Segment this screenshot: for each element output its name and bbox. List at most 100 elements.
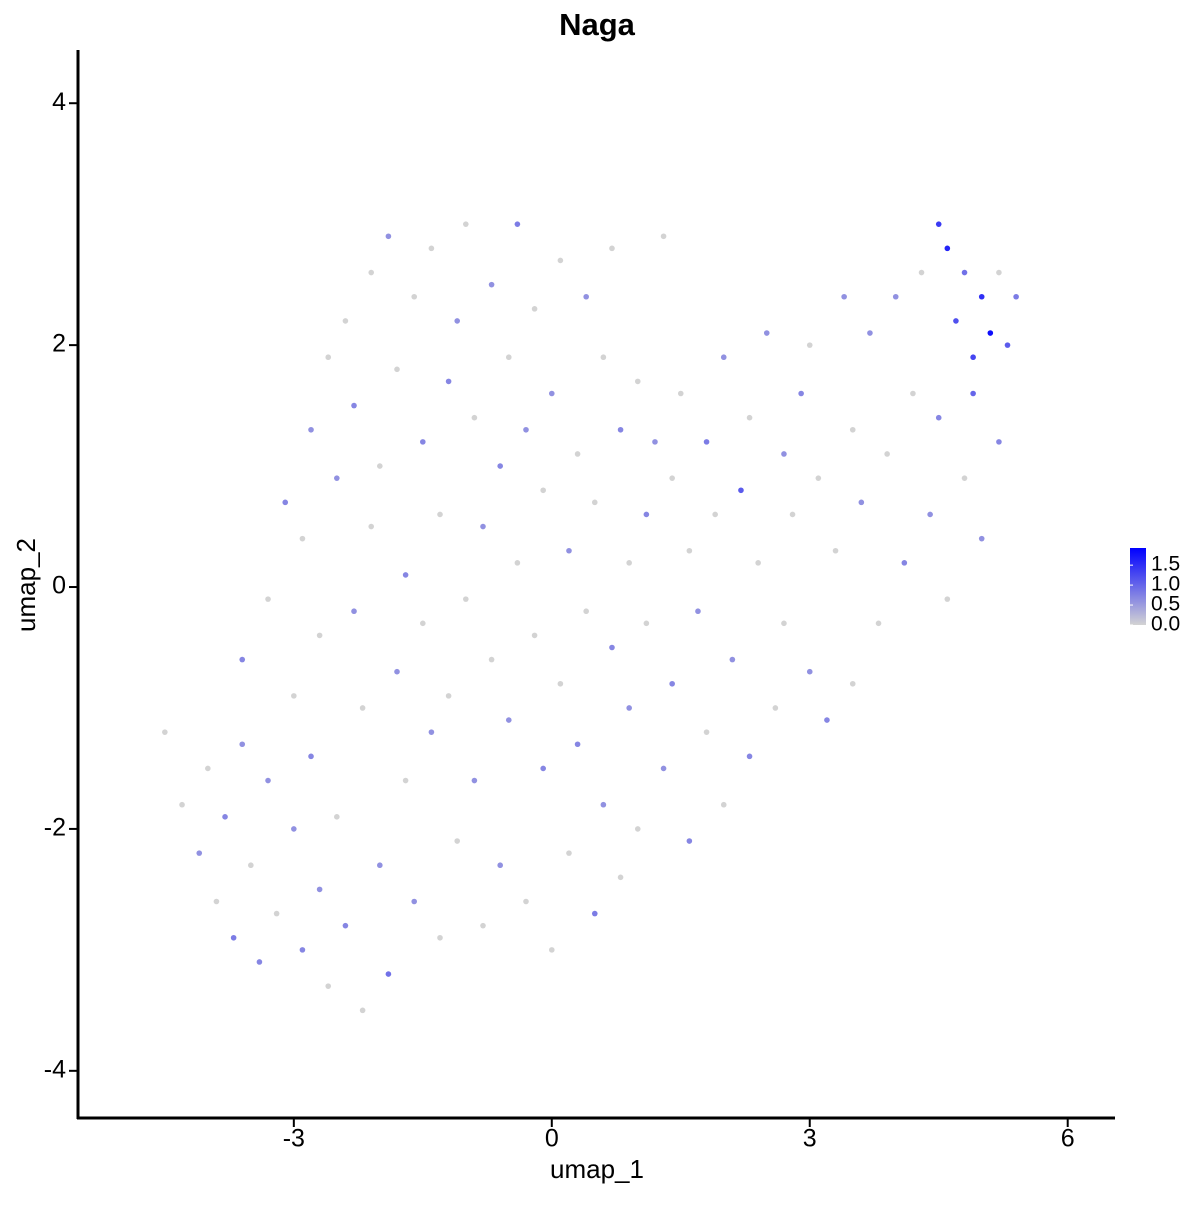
point [325,983,332,989]
point [454,318,461,324]
point [394,668,400,675]
colorbar-label: 0.0 [1151,613,1180,636]
point [626,705,632,711]
point [806,668,813,675]
y-axis-title: umap_2 [11,538,41,632]
point [505,354,512,361]
point [196,850,203,856]
point [772,705,779,711]
point [712,511,718,518]
point [420,439,426,445]
point [944,245,951,252]
point [497,862,503,869]
point [669,475,675,481]
point [385,233,392,240]
point [686,547,693,554]
point [600,801,607,808]
point [626,560,632,566]
point [849,426,856,433]
point [574,741,581,748]
point [609,245,615,252]
point [746,753,753,760]
point [660,765,667,772]
point [299,947,306,953]
point [935,221,942,227]
point [308,426,314,433]
point [523,898,529,905]
point [480,523,486,530]
point [824,717,830,723]
point [437,511,443,518]
point [548,947,555,953]
point [875,620,882,627]
point [471,777,478,784]
point [385,971,392,977]
point [411,293,418,300]
point [755,560,761,566]
point [944,596,951,602]
point [763,330,770,336]
point [927,511,933,518]
y-tick-label: 0 [52,572,66,600]
point [445,378,452,385]
colorbar-label: 0.5 [1151,593,1180,616]
point [179,801,185,808]
point [540,487,546,494]
point [488,281,495,288]
point [832,547,839,554]
point [291,826,297,832]
point [394,366,400,373]
point [359,1007,366,1014]
point [454,838,461,844]
point [402,777,409,784]
point [617,426,624,433]
point [299,535,306,542]
point [230,934,237,941]
point [548,390,555,397]
point [695,608,701,615]
point [351,402,357,409]
point [359,705,366,711]
point [1004,342,1011,348]
point [282,499,289,506]
point [273,910,280,917]
point [910,390,916,397]
point [265,596,271,602]
point [978,293,985,300]
point [892,293,899,300]
point [961,475,968,481]
x-axis-title: umap_1 [550,1154,644,1184]
point [334,475,340,481]
x-tick-label: 0 [545,1125,559,1153]
point [634,826,641,832]
point [781,620,787,627]
point [342,922,349,929]
point [531,632,538,639]
point [858,499,865,506]
point [463,596,469,602]
point [316,886,323,893]
y-tick-label: -4 [44,1055,66,1083]
point [953,318,959,324]
y-tick-label: 2 [52,330,66,358]
colorbar [1130,548,1146,625]
point [437,934,443,941]
point [634,378,641,385]
point [514,221,521,227]
point [213,898,220,905]
point [566,850,572,856]
point [471,414,478,421]
point [609,644,615,651]
point [480,922,486,929]
point [729,656,736,663]
point [677,390,684,397]
point [239,741,246,748]
point [540,765,546,772]
point [497,463,503,469]
point [368,523,375,530]
point [996,439,1002,445]
point [222,814,228,820]
point [420,620,426,627]
point [368,269,375,276]
